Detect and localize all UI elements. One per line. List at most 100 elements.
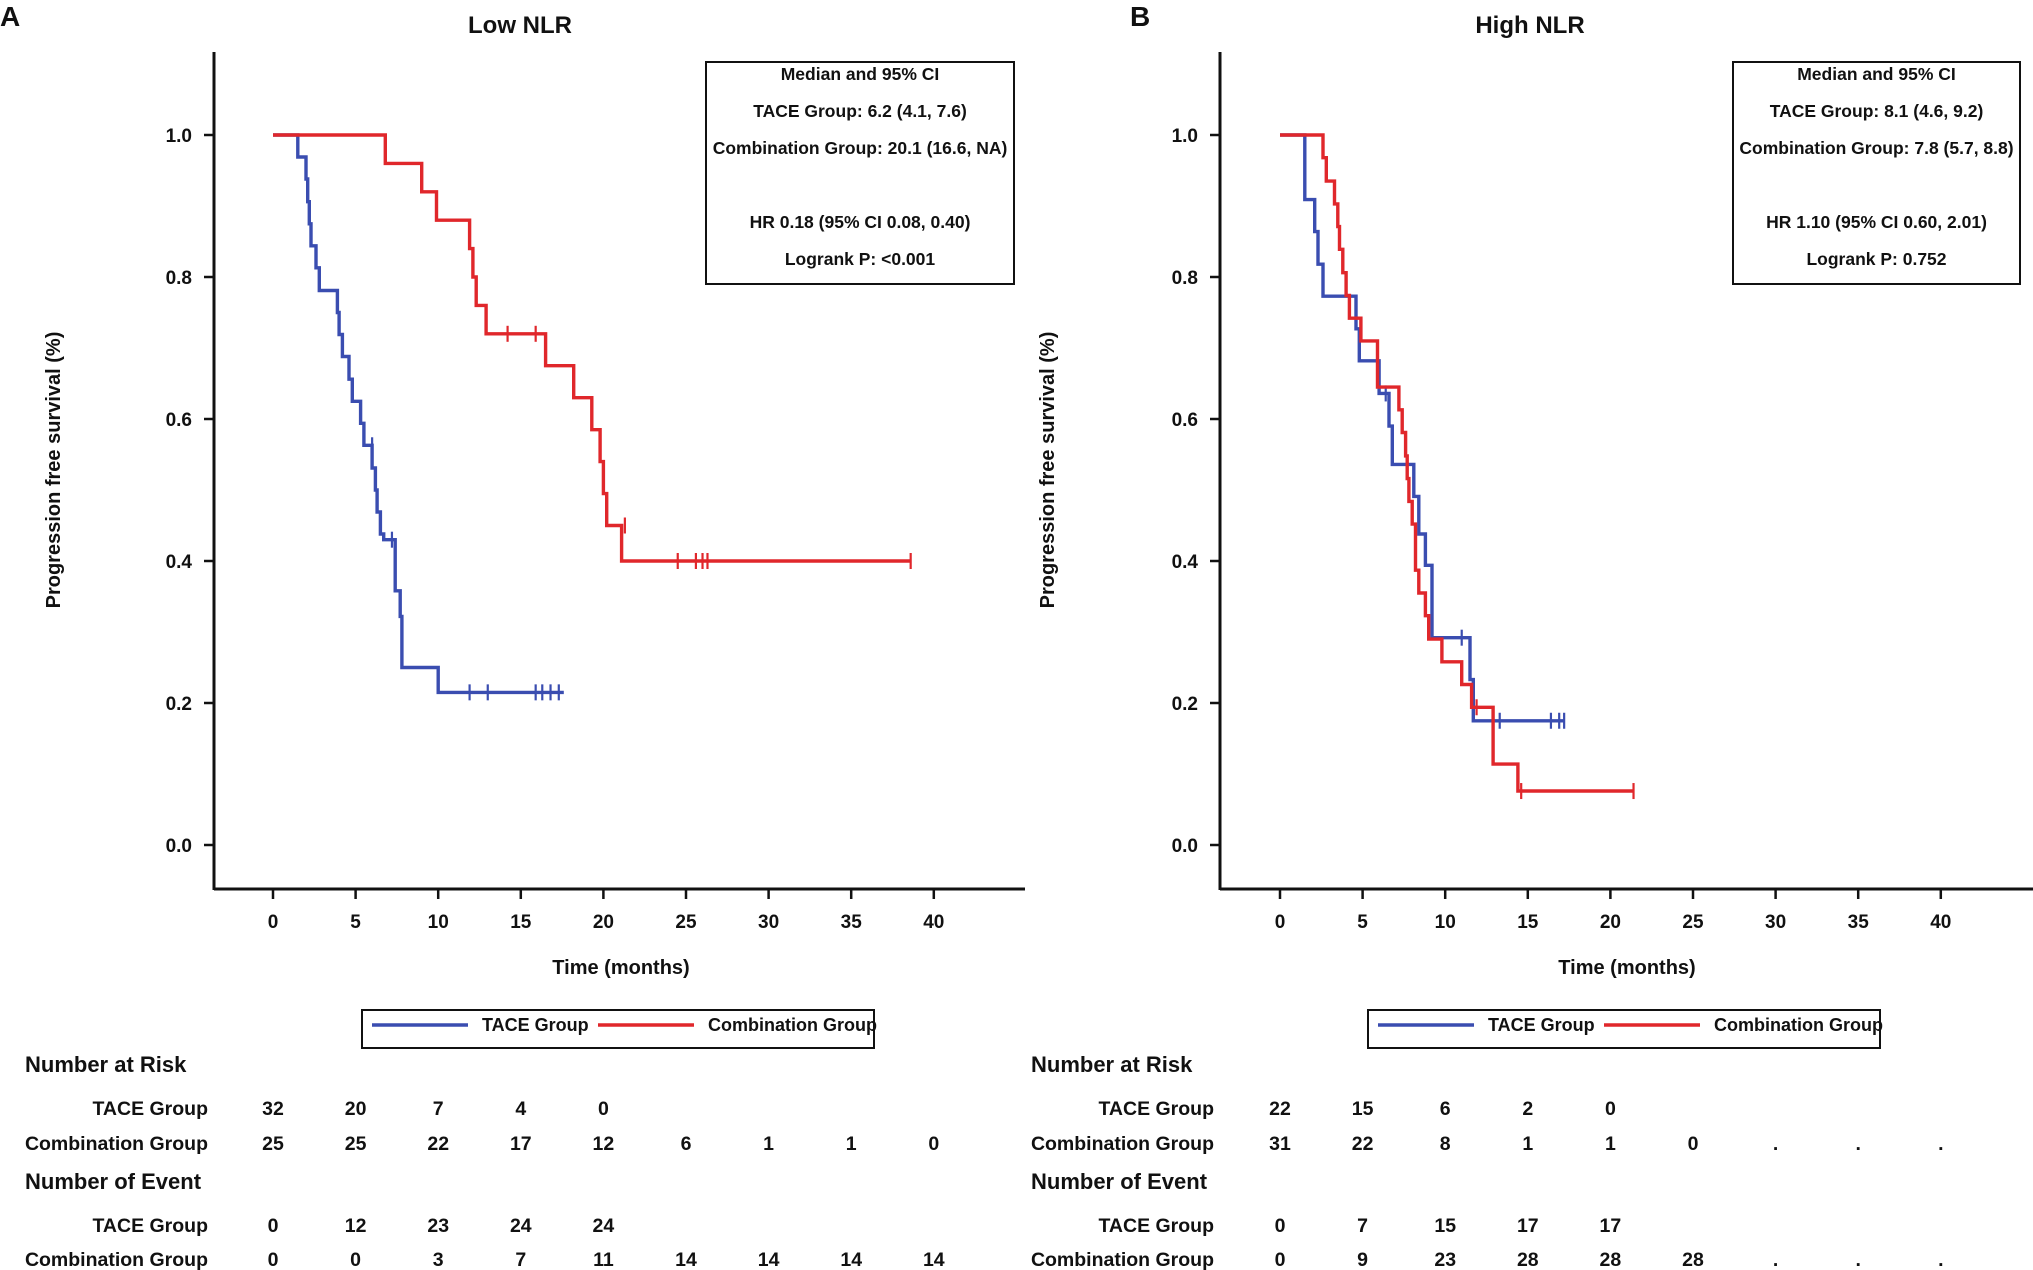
- x-tick-label: 30: [1765, 912, 1786, 933]
- event-table-cell: 23: [1434, 1249, 1456, 1270]
- risk-table-cell: 22: [1352, 1133, 1374, 1155]
- x-tick-label: 40: [1930, 912, 1951, 933]
- event-table-cell: 9: [1357, 1249, 1368, 1270]
- x-tick-label: 10: [1435, 912, 1456, 933]
- y-tick-label: 0.2: [166, 694, 192, 715]
- x-axis-label: Time (months): [552, 957, 689, 979]
- event-table-cell: 24: [510, 1215, 532, 1237]
- stats-box-line: HR 1.10 (95% CI 0.60, 2.01): [1766, 212, 1987, 232]
- risk-table-cell: 12: [593, 1133, 615, 1155]
- risk-table-cell: 32: [262, 1098, 284, 1120]
- event-table-cell: 0: [350, 1249, 361, 1270]
- stats-box-line: TACE Group: 8.1 (4.6, 9.2): [1770, 101, 1984, 121]
- km-curve-tace: [273, 133, 564, 695]
- chart-title: High NLR: [1475, 12, 1584, 39]
- event-table-heading: Number of Event: [1031, 1169, 1208, 1194]
- event-table-cell: 24: [593, 1215, 615, 1237]
- event-table-cell: 17: [1600, 1215, 1622, 1237]
- risk-table-heading: Number at Risk: [1031, 1052, 1193, 1077]
- event-table-cell: 28: [1600, 1249, 1622, 1270]
- risk-table-cell: .: [1855, 1133, 1860, 1155]
- x-tick-label: 15: [510, 912, 532, 933]
- event-row-label: Combination Group: [25, 1249, 208, 1270]
- legend-label-tace: TACE Group: [1488, 1015, 1595, 1035]
- y-tick-label: 0.0: [1172, 836, 1198, 857]
- x-tick-label: 30: [758, 912, 779, 933]
- y-tick-label: 0.4: [1172, 552, 1199, 573]
- risk-table-cell: 0: [1605, 1098, 1616, 1120]
- y-tick-label: 0.4: [166, 552, 193, 573]
- risk-table-cell: .: [1938, 1133, 1943, 1155]
- risk-table-cell: 0: [928, 1133, 939, 1155]
- event-table-cell: 28: [1517, 1249, 1539, 1270]
- legend-box: [361, 1009, 875, 1049]
- risk-table-cell: 1: [1605, 1133, 1616, 1155]
- x-tick-label: 15: [1517, 912, 1539, 933]
- stats-box-line: TACE Group: 6.2 (4.1, 7.6): [753, 101, 967, 121]
- event-table-cell: 14: [675, 1249, 697, 1270]
- risk-table-cell: .: [1773, 1133, 1778, 1155]
- x-tick-label: 20: [593, 912, 614, 933]
- x-tick-label: 40: [923, 912, 944, 933]
- stats-box-line: Median and 95% CI: [1797, 64, 1956, 84]
- risk-table-cell: 1: [1522, 1133, 1533, 1155]
- x-tick-label: 0: [1275, 912, 1286, 933]
- event-table-cell: 28: [1682, 1249, 1704, 1270]
- x-tick-label: 25: [1682, 912, 1704, 933]
- y-tick-label: 0.8: [1172, 268, 1198, 289]
- risk-table-cell: 22: [1269, 1098, 1291, 1120]
- risk-row-label: Combination Group: [1031, 1133, 1214, 1155]
- event-table-cell: 3: [433, 1249, 444, 1270]
- risk-table-cell: 25: [345, 1133, 367, 1155]
- risk-table-cell: 1: [763, 1133, 774, 1155]
- km-curve-combination: [273, 133, 911, 563]
- event-table-cell: 0: [1275, 1215, 1286, 1237]
- y-tick-label: 1.0: [1172, 126, 1198, 147]
- event-table-heading: Number of Event: [25, 1169, 202, 1194]
- y-tick-label: 0.2: [1172, 694, 1198, 715]
- x-tick-label: 5: [1357, 912, 1368, 933]
- risk-table-cell: 2: [1522, 1098, 1533, 1120]
- event-table-cell: 14: [923, 1249, 945, 1270]
- stats-box-line: Median and 95% CI: [781, 64, 940, 84]
- risk-table-cell: 22: [427, 1133, 449, 1155]
- risk-table-cell: 6: [681, 1133, 692, 1155]
- risk-table-cell: 0: [598, 1098, 609, 1120]
- stats-box-line: Combination Group: 7.8 (5.7, 8.8): [1739, 138, 2013, 158]
- event-row-label: Combination Group: [1031, 1249, 1214, 1270]
- event-table-cell: 14: [840, 1249, 862, 1270]
- x-tick-label: 5: [350, 912, 361, 933]
- event-table-cell: 12: [345, 1215, 367, 1237]
- event-table-cell: .: [1773, 1249, 1778, 1270]
- x-tick-label: 10: [428, 912, 449, 933]
- risk-table-cell: 20: [345, 1098, 367, 1120]
- legend-label-combination: Combination Group: [708, 1015, 877, 1035]
- stats-box: [705, 61, 1015, 285]
- risk-table-cell: 31: [1269, 1133, 1291, 1155]
- panel-label: B: [1130, 1, 1150, 32]
- x-tick-label: 25: [675, 912, 697, 933]
- event-table-cell: .: [1855, 1249, 1860, 1270]
- risk-row-label: TACE Group: [1098, 1098, 1214, 1120]
- risk-table-cell: 17: [510, 1133, 532, 1155]
- event-table-cell: 7: [515, 1249, 526, 1270]
- chart-title: Low NLR: [468, 12, 572, 39]
- event-table-cell: 0: [1275, 1249, 1286, 1270]
- event-table-cell: 11: [593, 1249, 614, 1270]
- event-table-cell: 0: [268, 1249, 279, 1270]
- event-table-cell: 15: [1434, 1215, 1456, 1237]
- event-table-cell: 0: [268, 1215, 279, 1237]
- panel-label: A: [0, 1, 20, 32]
- risk-table-cell: 7: [433, 1098, 444, 1120]
- x-tick-label: 35: [1848, 912, 1870, 933]
- y-tick-label: 1.0: [166, 126, 192, 147]
- stats-box: [1732, 61, 2021, 285]
- stats-box-line: Logrank P: <0.001: [785, 249, 936, 269]
- risk-table-cell: 4: [515, 1098, 526, 1120]
- x-tick-label: 35: [841, 912, 863, 933]
- y-tick-label: 0.6: [1172, 410, 1198, 431]
- legend-label-combination: Combination Group: [1714, 1015, 1883, 1035]
